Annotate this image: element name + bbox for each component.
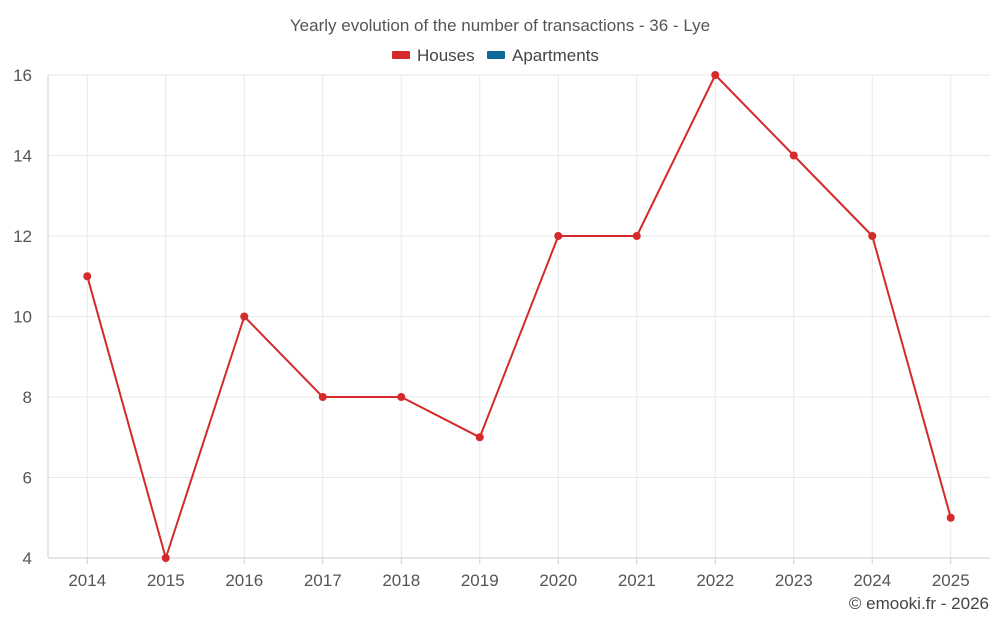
data-point-houses[interactable]: [240, 312, 249, 321]
x-tick-label: 2014: [68, 571, 106, 590]
legend[interactable]: Houses Apartments: [392, 46, 599, 65]
legend-item-houses[interactable]: Houses: [392, 46, 475, 65]
x-tick-label: 2017: [304, 571, 342, 590]
y-tick-label: 8: [23, 388, 32, 407]
x-tick-label: 2020: [539, 571, 577, 590]
y-tick-label: 14: [13, 147, 32, 166]
data-point-houses[interactable]: [475, 433, 484, 442]
x-tick-label: 2016: [225, 571, 263, 590]
y-tick-label: 12: [13, 227, 32, 246]
axes: [47, 75, 990, 564]
legend-label-houses: Houses: [417, 46, 475, 65]
data-point-houses[interactable]: [83, 272, 92, 281]
y-tick-label: 10: [13, 308, 32, 327]
data-point-houses[interactable]: [632, 232, 641, 240]
x-tick-label: 2023: [775, 571, 813, 590]
x-tick-label: 2015: [147, 571, 185, 590]
y-axis-ticks: 4 6 8 10 12 14 16: [13, 66, 32, 568]
grid: [48, 74, 990, 558]
data-point-houses[interactable]: [161, 554, 170, 562]
data-point-houses[interactable]: [868, 232, 877, 240]
x-tick-label: 2025: [932, 571, 970, 590]
legend-label-apartments: Apartments: [512, 46, 599, 65]
data-point-houses[interactable]: [318, 393, 327, 401]
data-point-houses[interactable]: [397, 393, 406, 401]
data-point-houses[interactable]: [711, 71, 720, 79]
x-axis-ticks: 2014 2015 2016 2017 2018 2019 2020 2021 2022 2023…: [68, 571, 969, 590]
y-tick-label: 6: [23, 469, 32, 488]
chart-title: Yearly evolution of the number of transa…: [290, 16, 710, 35]
legend-item-apartments[interactable]: Apartments: [487, 46, 599, 65]
x-tick-label: 2022: [696, 571, 734, 590]
y-tick-label: 16: [13, 66, 32, 85]
credit-text: © emooki.fr - 2026: [849, 594, 989, 613]
data-point-houses[interactable]: [554, 232, 563, 240]
series-line-houses: [86, 74, 952, 559]
data-point-houses[interactable]: [946, 513, 955, 522]
legend-swatch-houses: [392, 51, 410, 59]
x-tick-label: 2021: [618, 571, 656, 590]
x-tick-label: 2024: [853, 571, 891, 590]
x-tick-label: 2018: [382, 571, 420, 590]
legend-swatch-apartments: [487, 51, 505, 59]
series: [83, 71, 955, 562]
y-tick-label: 4: [23, 549, 32, 568]
x-tick-label: 2019: [461, 571, 499, 590]
data-point-houses[interactable]: [789, 151, 798, 160]
